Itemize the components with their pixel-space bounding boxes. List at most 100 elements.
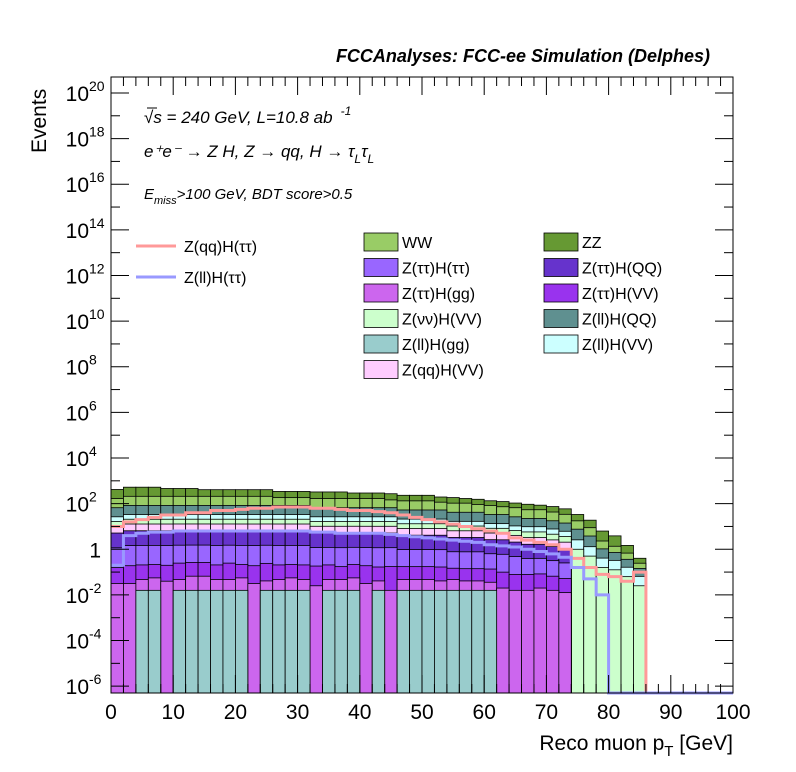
legend-label: Z(ττ)H(QQ) (582, 261, 662, 278)
y-tick-label: 10 (66, 631, 89, 654)
bar (434, 589, 448, 694)
x-tick-label: 60 (473, 701, 496, 724)
y-tick-exponent: 6 (89, 397, 97, 413)
y-tick-exponent: 8 (89, 352, 97, 368)
bar (570, 548, 585, 694)
bar (334, 589, 348, 694)
x-axis-label: Reco muon pT [GeV] (539, 732, 733, 760)
annotation-process-tau: τ (361, 142, 369, 161)
bar (359, 583, 373, 694)
annotation-process-sub2: L (367, 152, 374, 166)
bar (409, 589, 423, 694)
legend-entry: Z(ll)H(ττ) (136, 270, 246, 287)
legend-label: Z(ll)H(VV) (582, 337, 653, 354)
legend-entry: Z(ττ)H(ττ) (363, 258, 470, 278)
bar (284, 589, 299, 694)
bar (172, 589, 187, 694)
bar (322, 589, 336, 694)
y-tick-exponent: 10 (89, 306, 105, 322)
bar (496, 587, 510, 694)
legend-swatch (543, 232, 579, 252)
bar (123, 583, 137, 694)
annotation-cuts-sub: miss (154, 195, 177, 207)
y-tick-exponent: 18 (89, 124, 105, 140)
y-tick-label: 10 (66, 494, 89, 517)
legend-entry: Z(ττ)H(QQ) (543, 258, 662, 278)
legend-label: ZZ (582, 235, 602, 252)
annotation-energy: √s = 240 GeV, L=10.8 ab -1 (144, 104, 351, 127)
bar (297, 589, 311, 694)
bar (558, 592, 572, 694)
x-tick-label: 40 (348, 701, 371, 724)
bar (160, 580, 174, 694)
bar (185, 589, 199, 694)
legend-swatch (543, 309, 579, 328)
legend-entry: Z(νν)H(VV) (363, 309, 482, 329)
bar (234, 589, 249, 694)
legend-entry: Z(ll)H(VV) (543, 334, 653, 354)
y-tick-exponent: -6 (89, 671, 102, 687)
legend-swatch (363, 232, 399, 252)
y-tick-label: 10 (66, 311, 89, 334)
bar (384, 589, 398, 694)
bar (147, 589, 162, 694)
legend-label: Z(ττ)H(gg) (402, 286, 475, 303)
y-tick-exponent: -4 (89, 626, 102, 642)
y-tick-label: 10 (66, 585, 89, 608)
y-tick-exponent: 2 (89, 489, 97, 505)
signal-lines (111, 505, 733, 695)
bar (371, 589, 386, 694)
legend-swatch (363, 360, 399, 379)
bar (272, 589, 286, 694)
x-axis-label-main: Reco muon p (539, 732, 664, 755)
legend-label: Z(qq)H(VV) (402, 363, 484, 380)
annotation-process-text: e⁺e⁻ → Z H, Z → qq, H → τ (144, 142, 356, 161)
bar (222, 589, 236, 694)
y-tick-label: 10 (66, 129, 89, 152)
legend-swatch (543, 334, 579, 354)
x-tick-label: 0 (105, 701, 117, 724)
bar (595, 567, 609, 694)
x-axis-label-sub: T (664, 743, 673, 760)
annotation-process: e⁺e⁻ → Z H, Z → qq, H → τLτL (144, 142, 374, 166)
legend-swatch (363, 283, 399, 303)
legend-entry: Z(ττ)H(VV) (543, 283, 659, 303)
legend-label: Z(ll)H(gg) (402, 337, 470, 354)
line-z-qq-h- (111, 505, 733, 695)
legend-entry: Z(qq)H(ττ) (136, 239, 257, 256)
annotation-process-sub1: L (354, 152, 361, 166)
bar (247, 583, 261, 694)
legend: Z(qq)H(ττ) Z(ll)H(ττ) WW ZZ Z(ττ)H(ττ) Z(ττ)H… (136, 232, 662, 380)
annotation-energy-sup: -1 (341, 104, 352, 118)
legend-entry: Z(qq)H(VV) (363, 360, 484, 380)
bar (421, 589, 435, 694)
legend-label: Z(qq)H(ττ) (184, 239, 257, 256)
annotation-cuts-pre: E (144, 186, 155, 203)
y-tick-label: 10 (66, 448, 89, 471)
x-tick-label: 10 (162, 701, 185, 724)
bar (110, 583, 124, 694)
legend-label: Z(νν)H(VV) (402, 312, 482, 329)
bar (346, 589, 361, 694)
chart-title: FCCAnalyses: FCC-ee Simulation (Delphes) (336, 46, 710, 66)
stacked-histogram (110, 486, 647, 694)
legend-label: Z(ll)H(QQ) (582, 312, 657, 329)
x-tick-label: 80 (597, 701, 620, 724)
legend-swatch (363, 334, 399, 354)
legend-label: Z(ττ)H(VV) (582, 286, 659, 303)
bar (633, 585, 647, 694)
y-axis-label: Events (28, 89, 51, 153)
bar (396, 589, 410, 694)
x-tick-label: 100 (715, 701, 750, 724)
bar (508, 589, 522, 694)
y-tick-label: 1 (89, 539, 101, 562)
bar (583, 555, 597, 694)
x-tick-label: 90 (659, 701, 682, 724)
bar (521, 589, 535, 694)
y-tick-exponent: 4 (89, 443, 97, 459)
legend-swatch (363, 258, 399, 277)
legend-label: Z(ττ)H(ττ) (402, 261, 470, 278)
series-z-ll-h-gg- (135, 589, 498, 694)
